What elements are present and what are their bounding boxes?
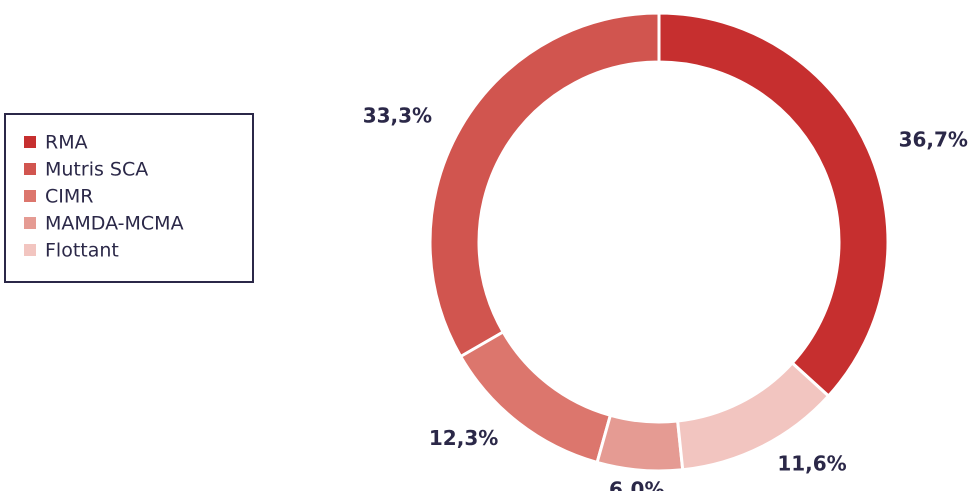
value-label: 11,6% — [777, 452, 846, 476]
donut-slice — [657, 11, 890, 399]
legend-label: RMA — [45, 132, 88, 154]
legend-label: CIMR — [45, 186, 93, 208]
donut-slice — [675, 360, 831, 472]
legend-swatch — [24, 163, 36, 175]
legend-label: MAMDA-MCMA — [45, 213, 184, 235]
value-label: 36,7% — [899, 127, 968, 151]
legend-label: Mutris SCA — [45, 159, 148, 181]
value-label: 12,3% — [429, 426, 498, 450]
legend-swatch — [24, 190, 36, 202]
donut-slice — [595, 413, 685, 473]
legend-box — [4, 113, 254, 283]
value-label: 6,0% — [609, 478, 664, 491]
legend-swatch — [24, 217, 36, 229]
legend-swatch — [24, 244, 36, 256]
legend-swatch — [24, 136, 36, 148]
legend-label: Flottant — [45, 240, 119, 262]
value-label: 33,3% — [363, 104, 432, 128]
donut-slice — [428, 11, 661, 359]
